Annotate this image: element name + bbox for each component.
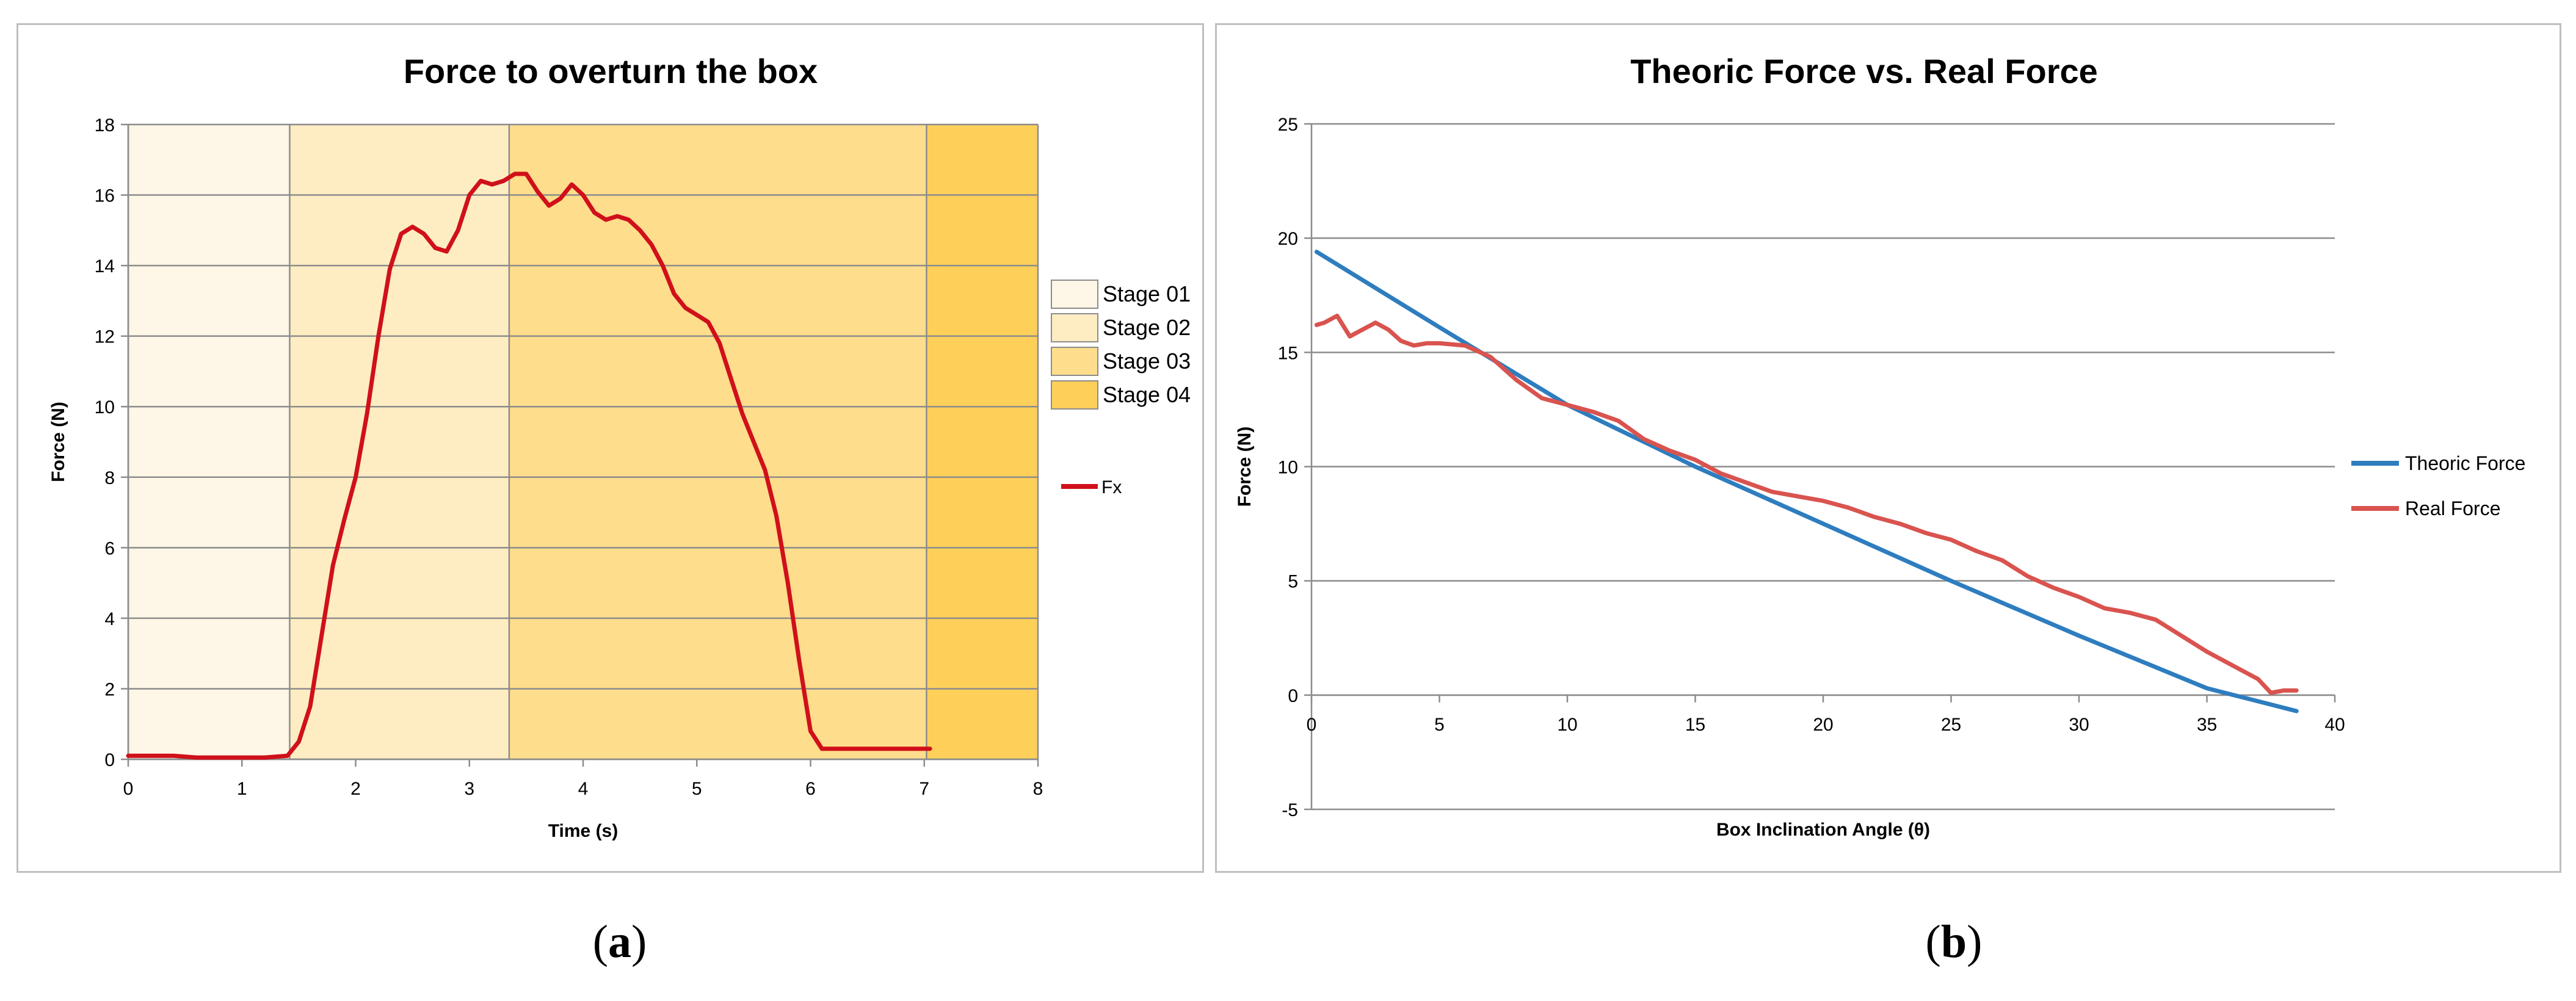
stage-band-3	[509, 125, 927, 759]
y-tick-label: 15	[1278, 343, 1298, 363]
chart-title: Force to overturn the box	[404, 52, 818, 90]
x-tick-label: 2	[350, 779, 361, 799]
legend-label-series: Theoric Force	[2405, 452, 2525, 474]
x-tick-label: 5	[1434, 715, 1445, 735]
y-tick-label: 6	[104, 538, 115, 558]
legend-label-stage: Stage 03	[1103, 349, 1191, 374]
legend-label-stage: Stage 04	[1103, 382, 1191, 407]
series-line-fx	[126, 172, 932, 760]
y-tick-label: 18	[95, 115, 115, 136]
y-tick-label: 20	[1278, 229, 1298, 249]
y-tick-label: 12	[95, 327, 115, 347]
x-axis-label: Box Inclination Angle (θ)	[1716, 820, 1930, 840]
y-tick-label: 2	[104, 679, 115, 699]
x-tick-label: 20	[1813, 715, 1833, 735]
series-line-theoric-force	[1314, 250, 2299, 714]
legend-swatch-stage	[1051, 280, 1098, 309]
x-tick-label: 30	[2069, 715, 2089, 735]
y-tick-label: 0	[1288, 686, 1298, 706]
x-axis-label: Time (s)	[548, 821, 618, 841]
stage-band-1	[128, 125, 290, 759]
y-tick-label: 25	[1278, 115, 1298, 135]
x-tick-label: 5	[692, 779, 702, 799]
x-tick-label: 25	[1941, 715, 1961, 735]
caption-a: (a)	[593, 916, 647, 969]
x-tick-label: 35	[2197, 715, 2217, 735]
y-tick-label: 5	[1288, 572, 1298, 592]
y-tick-label: -5	[1282, 800, 1298, 820]
theoric-vs-real-chart: 0 5 10 15 20 25 30 35 40 -5 0 5 10 15 20 25 Theoric Forc…	[1235, 52, 2525, 840]
legend-label-stage: Stage 02	[1103, 315, 1191, 340]
x-tick-label: 6	[805, 779, 816, 799]
y-tick-label: 0	[104, 750, 115, 770]
x-tick-label: 40	[2324, 715, 2345, 735]
y-axis-label: Force (N)	[1235, 427, 1255, 507]
legend-swatch-stage	[1051, 380, 1098, 410]
y-tick-label: 10	[1278, 458, 1298, 478]
caption-b-close: )	[1967, 916, 1983, 967]
y-tick-label: 16	[95, 186, 115, 206]
caption-a-open: (	[592, 916, 608, 967]
x-tick-label: 7	[919, 779, 929, 799]
caption-b: (b)	[1926, 916, 1983, 969]
y-tick-label: 10	[95, 397, 115, 417]
x-tick-label: 8	[1033, 779, 1043, 799]
chart-panel-b: 0 5 10 15 20 25 30 35 40 -5 0 5 10 15 20 25 Theoric Forc…	[1215, 23, 2561, 873]
legend-swatch-stage	[1051, 313, 1098, 342]
caption-a-letter: a	[608, 916, 631, 967]
legend-label-stage: Stage 01	[1103, 281, 1191, 306]
x-tick-label: 0	[1307, 715, 1317, 735]
series-line-real-force	[1314, 313, 2299, 695]
x-tick-label: 3	[464, 779, 474, 799]
caption-b-letter: b	[1940, 916, 1967, 967]
legend-label-series: Fx	[1101, 477, 1122, 497]
stage-band-4	[926, 125, 1038, 759]
y-axis-label: Force (N)	[48, 402, 68, 482]
chart-title: Theoric Force vs. Real Force	[1630, 52, 2098, 90]
stage-band-2	[289, 125, 509, 759]
chart-panel-a: 0 1 2 3 4 5 6 7 8 0 2 4 6 8 10 12 14 16 18 Force to overtur…	[16, 23, 1204, 873]
caption-b-open: (	[1925, 916, 1941, 967]
legend-label-series: Real Force	[2405, 497, 2501, 519]
x-tick-label: 15	[1685, 715, 1705, 735]
x-tick-label: 1	[237, 779, 247, 799]
y-tick-label: 8	[104, 468, 115, 488]
x-tick-label: 0	[123, 779, 134, 799]
x-tick-label: 4	[578, 779, 589, 799]
y-tick-label: 4	[104, 609, 115, 629]
caption-a-close: )	[631, 916, 647, 967]
legend-swatch-stage	[1051, 347, 1098, 376]
y-tick-label: 14	[95, 256, 115, 276]
x-tick-label: 10	[1557, 715, 1577, 735]
